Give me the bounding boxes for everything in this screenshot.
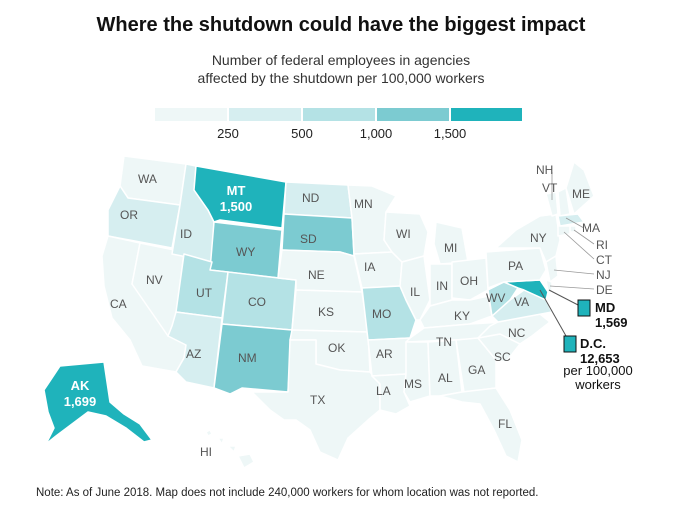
state-NJ[interactable] [545, 255, 559, 283]
md-leader-line [548, 289, 581, 307]
label-DE: DE [596, 283, 613, 297]
label-SD: SD [300, 232, 317, 246]
label-MT: MT [227, 183, 246, 198]
state-OR[interactable] [107, 185, 181, 249]
label-ID: ID [180, 227, 192, 241]
label-AZ: AZ [186, 347, 201, 361]
legend-label-1000: 1,000 [359, 126, 393, 141]
label-TX: TX [310, 393, 325, 407]
legend-label-250: 250 [217, 126, 239, 141]
value-MT: 1,500 [220, 199, 253, 214]
label-OK: OK [328, 341, 345, 355]
dc-callout: D.C. 12,653 [580, 336, 620, 366]
label-IN: IN [436, 279, 448, 293]
state-HI[interactable] [205, 429, 255, 469]
legend-swatch-3 [303, 108, 375, 121]
legend-swatch-1 [155, 108, 227, 121]
label-WY: WY [236, 245, 255, 259]
label-FL: FL [498, 417, 512, 431]
label-MO: MO [372, 307, 391, 321]
dc-unit-line-2: workers [575, 377, 621, 392]
legend-swatch-2 [229, 108, 301, 121]
label-OR: OR [120, 208, 138, 222]
label-MA: MA [582, 221, 600, 235]
dc-callout-swatch [563, 335, 577, 353]
label-MS: MS [404, 377, 422, 391]
dc-callout-abbr: D.C. [580, 336, 606, 351]
label-NJ: NJ [596, 268, 611, 282]
md-callout-abbr: MD [595, 300, 616, 315]
label-NE: NE [308, 268, 325, 282]
label-WI: WI [396, 227, 411, 241]
label-HI: HI [200, 445, 212, 459]
state-NC[interactable] [477, 313, 551, 345]
label-GA: GA [468, 363, 485, 377]
label-VA: VA [514, 295, 529, 309]
state-IA[interactable] [353, 251, 403, 289]
label-MN: MN [354, 197, 373, 211]
footnote: Note: As of June 2018. Map does not incl… [36, 487, 539, 499]
state-VT[interactable] [545, 191, 559, 217]
legend-label-500: 500 [291, 126, 313, 141]
md-callout-value: 1,569 [595, 315, 628, 330]
state-OH[interactable] [451, 257, 489, 301]
state-NH[interactable] [557, 187, 571, 217]
dc-leader-line [539, 289, 571, 344]
state-FL[interactable] [439, 387, 523, 463]
state-ME[interactable] [565, 161, 595, 215]
label-NC: NC [508, 326, 526, 340]
label-OH: OH [460, 274, 478, 288]
label-CT: CT [596, 253, 613, 267]
chart-title: Where the shutdown could have the bigges… [96, 14, 586, 36]
label-ND: ND [302, 191, 320, 205]
state-TX[interactable] [251, 339, 381, 461]
northeast-leader-lines [549, 172, 595, 290]
md-callout-swatch [577, 299, 591, 317]
label-MI: MI [444, 241, 457, 255]
label-IA: IA [364, 260, 375, 274]
label-IL: IL [410, 285, 420, 299]
label-VT: VT [542, 181, 558, 195]
label-KY: KY [454, 309, 470, 323]
state-GA[interactable] [455, 337, 497, 393]
label-WA: WA [138, 172, 157, 186]
state-NY[interactable] [495, 213, 561, 263]
dc-callout-value: 12,653 [580, 351, 620, 366]
label-LA: LA [376, 384, 391, 398]
label-SC: SC [494, 350, 511, 364]
state-CT[interactable] [557, 225, 571, 237]
label-NY: NY [530, 231, 547, 245]
label-AL: AL [438, 371, 453, 385]
legend-swatch-5 [451, 108, 522, 121]
label-KS: KS [318, 305, 334, 319]
color-legend: 250 500 1,000 1,500 [0, 108, 682, 148]
dc-callout-unit: per 100,000 workers [548, 364, 648, 392]
value-AK: 1,699 [64, 394, 97, 409]
legend-swatch-4 [377, 108, 449, 121]
label-NM: NM [238, 351, 257, 365]
label-WV: WV [486, 291, 505, 305]
dc-unit-line-1: per 100,000 [563, 363, 633, 378]
md-callout: MD 1,569 [595, 300, 628, 330]
legend-label-1500: 1,500 [433, 126, 467, 141]
label-NV: NV [146, 273, 163, 287]
label-CO: CO [248, 295, 266, 309]
label-PA: PA [508, 259, 523, 273]
subtitle-line-1: Number of federal employees in agencies [211, 52, 471, 68]
label-NH: NH [536, 163, 553, 177]
state-MS[interactable] [403, 341, 431, 403]
label-RI: RI [596, 238, 608, 252]
label-AK: AK [71, 378, 90, 393]
label-TN: TN [436, 335, 452, 349]
subtitle-line-2: affected by the shutdown per 100,000 wor… [197, 70, 485, 86]
state-AK[interactable] [43, 361, 153, 445]
state-MA[interactable] [557, 213, 585, 227]
label-ME: ME [572, 187, 590, 201]
label-CA: CA [110, 297, 127, 311]
label-AR: AR [376, 347, 393, 361]
label-UT: UT [196, 286, 213, 300]
state-IL[interactable] [399, 255, 431, 321]
